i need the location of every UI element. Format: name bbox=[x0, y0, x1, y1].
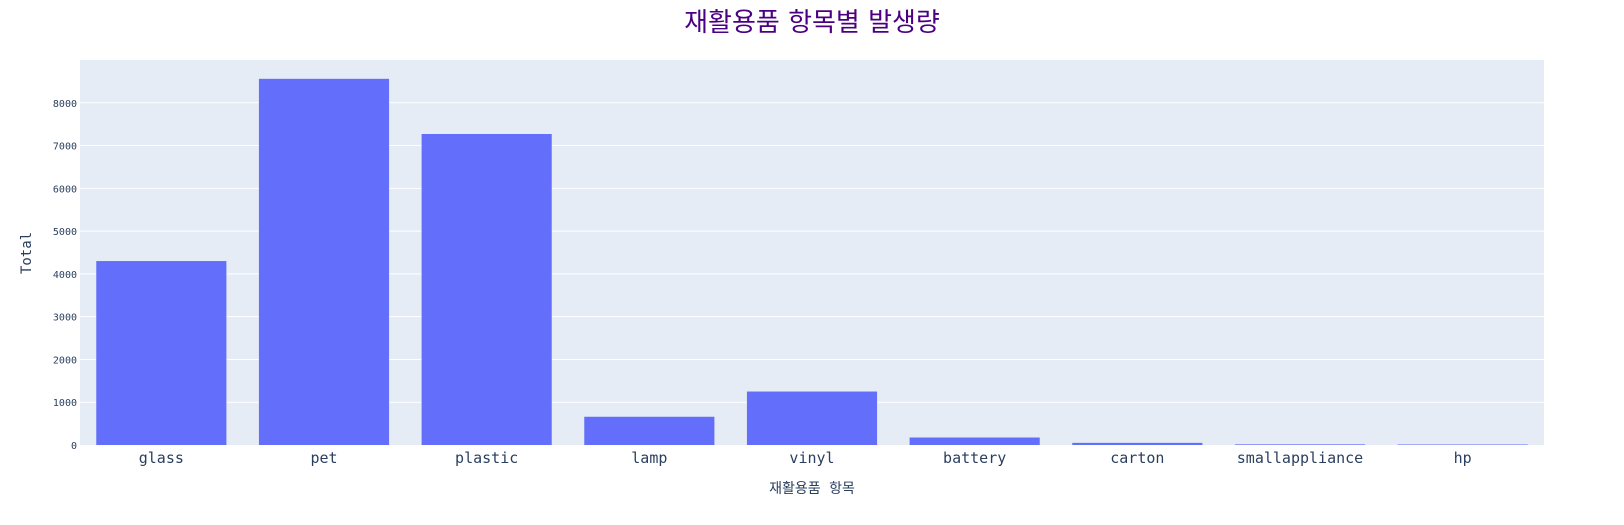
bar-hp bbox=[1397, 444, 1528, 445]
y-tick-label: 0 bbox=[71, 441, 77, 452]
bar-vinyl bbox=[746, 391, 878, 445]
y-tick-label: 8000 bbox=[53, 99, 77, 110]
bar-pet bbox=[258, 78, 390, 446]
bar-carton bbox=[1072, 442, 1203, 445]
x-axis-ticks: glass pet plastic lamp vinyl battery carton sma… bbox=[139, 449, 1472, 467]
bar-plastic bbox=[421, 134, 552, 445]
bars bbox=[96, 78, 1528, 446]
y-tick-label: 6000 bbox=[53, 184, 77, 195]
y-axis-ticks: 0 1000 2000 3000 4000 5000 6000 7000 8000 bbox=[53, 99, 77, 452]
y-tick-label: 1000 bbox=[53, 398, 77, 409]
chart-title: 재활용품 항목별 발생량 bbox=[684, 8, 940, 38]
x-tick-label: pet bbox=[310, 449, 337, 467]
y-tick-label: 4000 bbox=[53, 270, 77, 281]
x-tick-label: smallappliance bbox=[1237, 449, 1363, 467]
x-tick-label: hp bbox=[1454, 449, 1472, 467]
x-tick-label: vinyl bbox=[789, 449, 834, 467]
bar-battery bbox=[909, 437, 1040, 445]
x-axis-label: 재활용품 항목 bbox=[769, 481, 855, 497]
bar-glass bbox=[96, 261, 227, 445]
x-tick-label: carton bbox=[1110, 449, 1164, 467]
bar-smallappliance bbox=[1234, 444, 1366, 445]
bar-lamp bbox=[584, 416, 715, 445]
y-axis-label: Total bbox=[19, 232, 35, 274]
y-tick-label: 2000 bbox=[53, 355, 77, 366]
y-tick-label: 7000 bbox=[53, 142, 77, 153]
x-tick-label: glass bbox=[139, 449, 184, 467]
x-tick-label: lamp bbox=[631, 449, 667, 467]
x-tick-label: plastic bbox=[455, 449, 518, 467]
x-tick-label: battery bbox=[943, 449, 1006, 467]
y-tick-label: 3000 bbox=[53, 313, 77, 324]
y-tick-label: 5000 bbox=[53, 227, 77, 238]
